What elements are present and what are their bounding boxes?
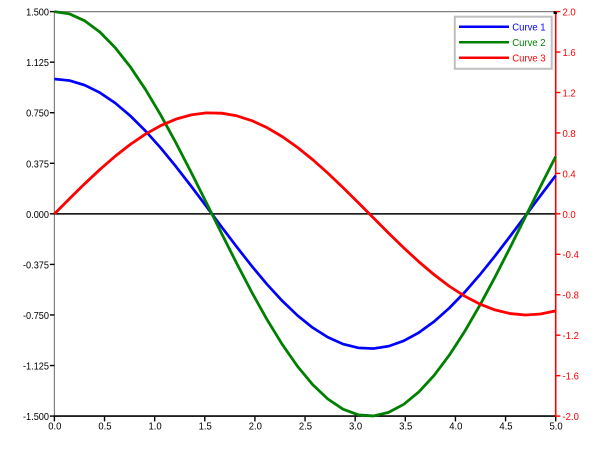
svg-text:1.500: 1.500 xyxy=(26,8,49,19)
svg-text:1.0: 1.0 xyxy=(148,421,161,432)
svg-text:4.5: 4.5 xyxy=(499,421,512,432)
svg-text:-1.500: -1.500 xyxy=(23,412,49,423)
svg-text:Curve 2: Curve 2 xyxy=(512,38,545,49)
svg-text:4.0: 4.0 xyxy=(449,421,462,432)
svg-text:-0.8: -0.8 xyxy=(563,291,580,302)
svg-text:1.5: 1.5 xyxy=(199,421,212,432)
svg-text:0.8: 0.8 xyxy=(563,129,576,140)
svg-text:1.125: 1.125 xyxy=(26,58,49,69)
svg-text:0.4: 0.4 xyxy=(563,169,576,180)
svg-text:-0.375: -0.375 xyxy=(23,260,49,271)
svg-text:Curve 3: Curve 3 xyxy=(512,54,545,65)
svg-text:-1.6: -1.6 xyxy=(563,372,580,383)
svg-text:0.5: 0.5 xyxy=(98,421,111,432)
svg-text:-0.750: -0.750 xyxy=(23,311,49,322)
svg-text:0.000: 0.000 xyxy=(26,210,49,221)
svg-text:1.6: 1.6 xyxy=(563,48,576,59)
svg-text:-2.0: -2.0 xyxy=(563,412,580,423)
svg-text:1.2: 1.2 xyxy=(563,88,576,99)
svg-text:Curve 1: Curve 1 xyxy=(512,23,545,34)
svg-text:5.0: 5.0 xyxy=(550,421,563,432)
svg-text:0.375: 0.375 xyxy=(26,159,49,170)
svg-text:3.0: 3.0 xyxy=(349,421,362,432)
svg-text:0.0: 0.0 xyxy=(48,421,61,432)
svg-text:0.0: 0.0 xyxy=(563,210,576,221)
svg-text:3.5: 3.5 xyxy=(399,421,412,432)
svg-text:2.0: 2.0 xyxy=(249,421,262,432)
svg-text:-0.4: -0.4 xyxy=(563,250,580,261)
svg-text:2.0: 2.0 xyxy=(563,8,576,19)
svg-text:2.5: 2.5 xyxy=(299,421,312,432)
svg-text:-1.125: -1.125 xyxy=(23,362,49,373)
svg-text:0.750: 0.750 xyxy=(26,109,49,120)
svg-text:-1.2: -1.2 xyxy=(563,331,580,342)
